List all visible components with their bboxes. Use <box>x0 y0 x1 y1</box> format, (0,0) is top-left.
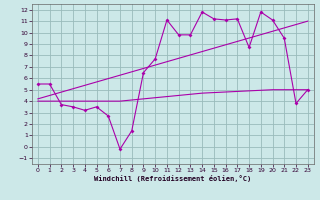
X-axis label: Windchill (Refroidissement éolien,°C): Windchill (Refroidissement éolien,°C) <box>94 175 252 182</box>
